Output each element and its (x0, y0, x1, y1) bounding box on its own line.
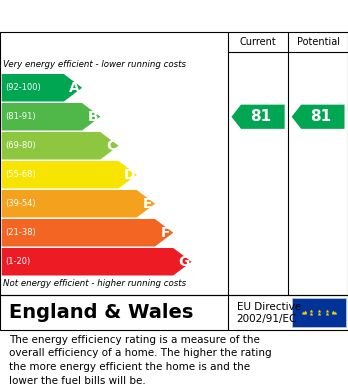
Text: (81-91): (81-91) (5, 112, 36, 121)
FancyBboxPatch shape (292, 298, 346, 327)
Text: Potential: Potential (296, 37, 340, 47)
Text: Very energy efficient - lower running costs: Very energy efficient - lower running co… (3, 60, 187, 69)
Text: The energy efficiency rating is a measure of the
overall efficiency of a home. T: The energy efficiency rating is a measur… (9, 335, 271, 386)
Polygon shape (231, 105, 285, 129)
Polygon shape (2, 132, 119, 160)
Text: (92-100): (92-100) (5, 83, 41, 92)
Text: F: F (161, 226, 171, 240)
Polygon shape (292, 105, 345, 129)
Text: Current: Current (240, 37, 276, 47)
Text: B: B (87, 110, 98, 124)
Polygon shape (2, 190, 155, 217)
Text: (55-68): (55-68) (5, 170, 36, 179)
Text: 81: 81 (310, 109, 332, 124)
Polygon shape (2, 248, 191, 276)
Polygon shape (2, 219, 173, 246)
Polygon shape (2, 161, 137, 188)
Text: EU Directive: EU Directive (237, 302, 301, 312)
Polygon shape (2, 103, 100, 131)
Text: A: A (69, 81, 80, 95)
Text: (39-54): (39-54) (5, 199, 36, 208)
Text: (69-80): (69-80) (5, 141, 36, 150)
Text: G: G (178, 255, 190, 269)
Text: C: C (106, 139, 116, 153)
Polygon shape (2, 74, 82, 102)
Text: (1-20): (1-20) (5, 257, 31, 266)
Text: 2002/91/EC: 2002/91/EC (237, 314, 297, 324)
Text: 81: 81 (250, 109, 271, 124)
Text: Not energy efficient - higher running costs: Not energy efficient - higher running co… (3, 279, 187, 288)
Text: D: D (124, 168, 135, 182)
Text: Energy Efficiency Rating: Energy Efficiency Rating (9, 7, 238, 25)
Text: England & Wales: England & Wales (9, 303, 193, 322)
Text: E: E (143, 197, 152, 211)
Text: (21-38): (21-38) (5, 228, 36, 237)
